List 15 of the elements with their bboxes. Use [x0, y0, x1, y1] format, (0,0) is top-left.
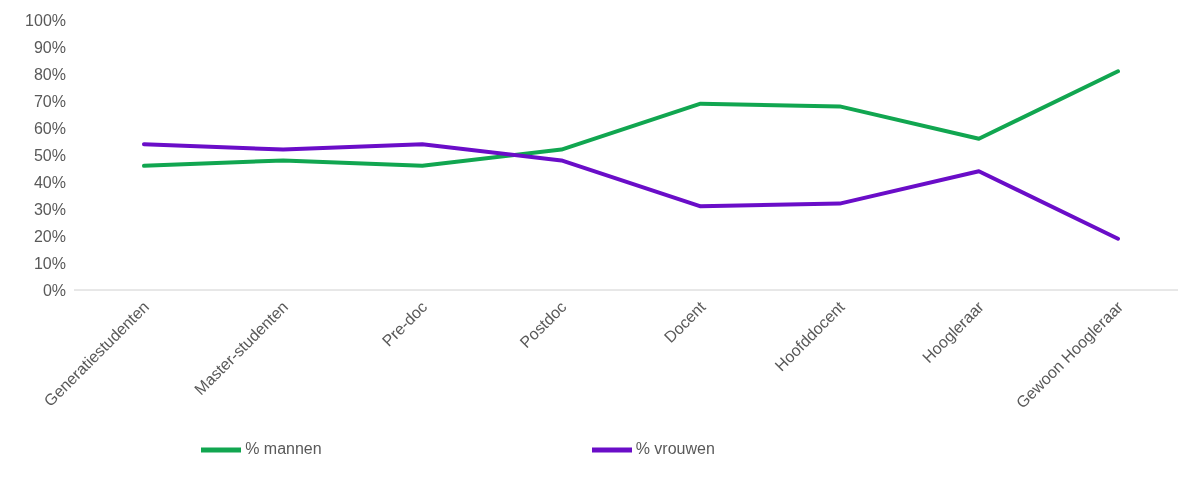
y-tick-label: 20% [33, 227, 66, 245]
y-tick-label: 50% [33, 146, 66, 164]
legend-label: % mannen [245, 440, 322, 458]
y-tick-label: 10% [33, 254, 66, 272]
y-tick-label: 100% [25, 11, 66, 29]
line-series [142, 69, 1120, 168]
y-tick-label: 90% [33, 38, 66, 56]
y-tick-label: 60% [33, 119, 66, 137]
y-tick-label: 0% [42, 281, 66, 299]
y-tick-label: 80% [33, 65, 66, 83]
y-tick-label: 30% [33, 200, 66, 218]
line-series [142, 142, 1120, 241]
y-tick-label: 70% [33, 92, 66, 110]
y-tick-label: 40% [33, 173, 66, 191]
legend-label: % vrouwen [635, 440, 715, 458]
